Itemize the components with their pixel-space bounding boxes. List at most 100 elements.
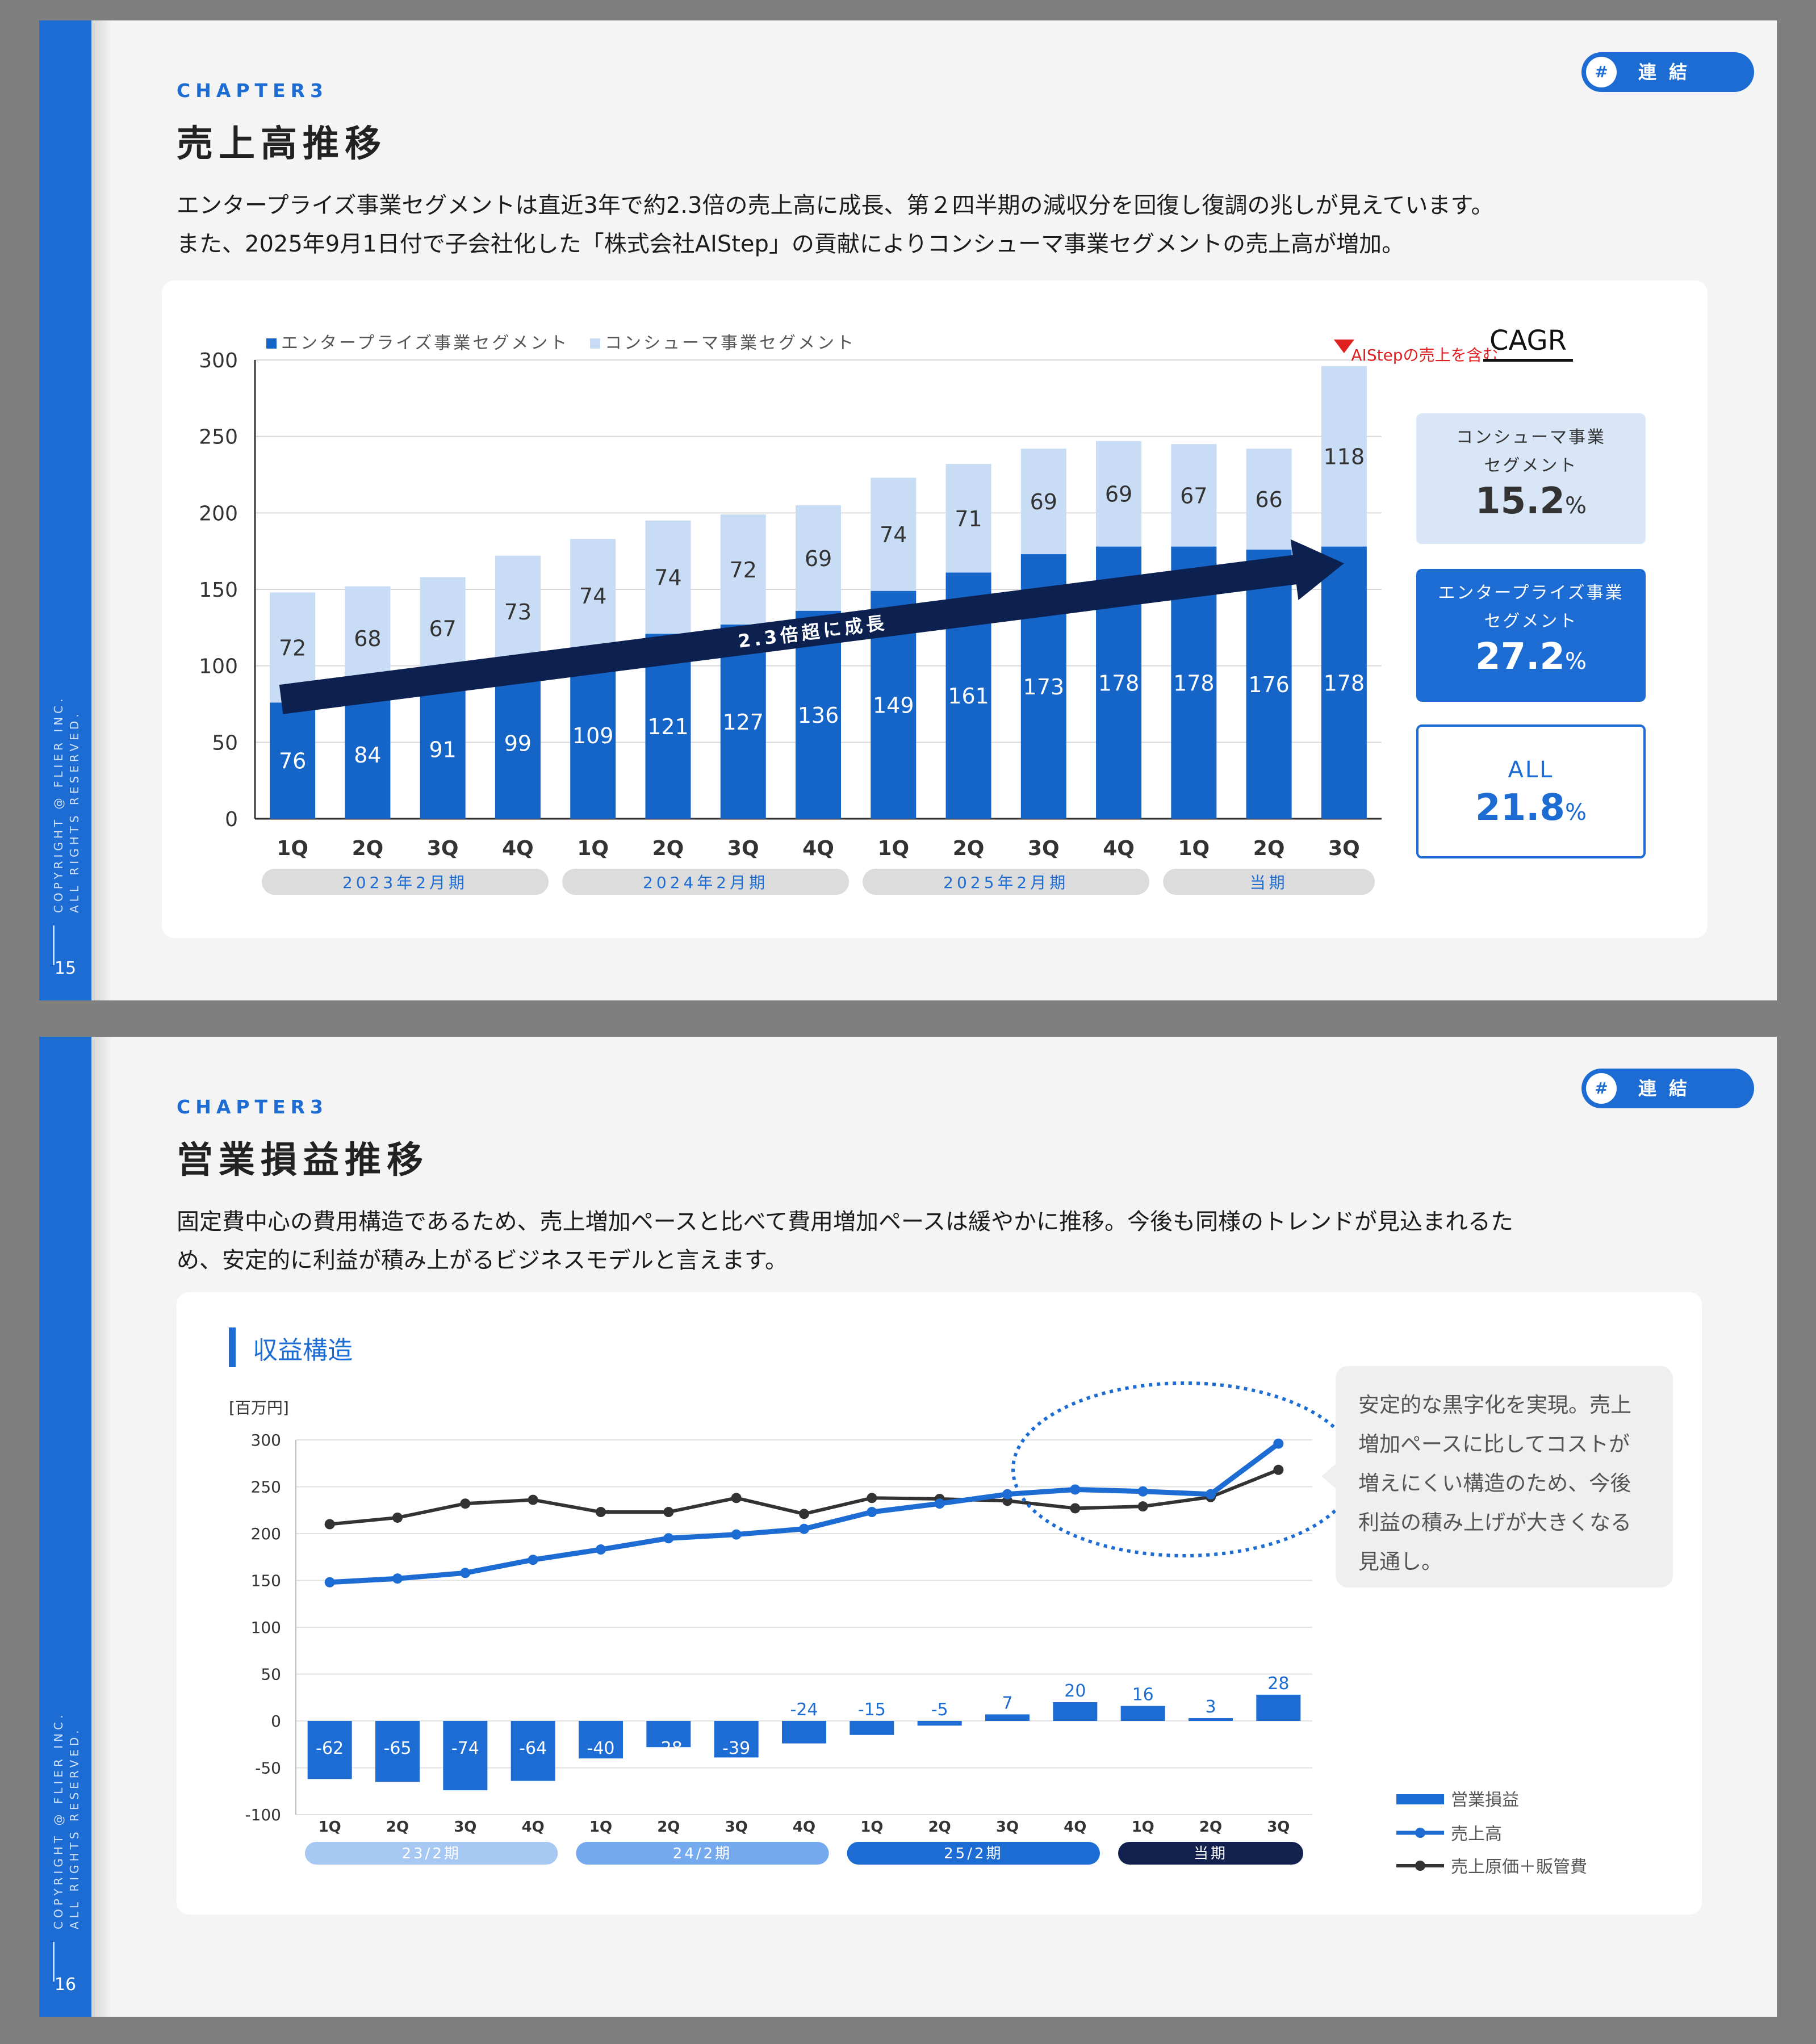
sales-point [1273, 1438, 1284, 1449]
y-tick-label: 100 [251, 1618, 281, 1637]
period-group-label: 2025年2月期 [943, 873, 1069, 892]
consolidated-badge: # 連結 [1581, 52, 1754, 92]
side-rule [53, 1942, 55, 1982]
consumer-value-label: 69 [805, 546, 832, 571]
description-line: また、2025年9月1日付で子会社化した「株式会社AIStep」の貢献によりコン… [177, 231, 1405, 257]
consumer-value-label: 73 [504, 600, 532, 625]
consumer-value-label: 67 [429, 617, 456, 642]
consumer-bar [1020, 449, 1066, 555]
y-tick-label: 50 [212, 731, 238, 755]
operating-profit-label: 7 [1002, 1693, 1012, 1713]
enterprise-value-label: 161 [948, 684, 989, 709]
cost-point [460, 1498, 471, 1509]
operating-profit-bar [850, 1721, 894, 1735]
y-tick-label: 300 [199, 349, 238, 372]
operating-profit-bar [307, 1721, 352, 1779]
page-title: 営業損益推移 [177, 1140, 429, 1182]
y-tick-label: 150 [199, 579, 238, 602]
consumer-bar [796, 505, 841, 611]
commentary-line: 利益の積み上げが大きくなる [1358, 1510, 1631, 1535]
side-bar [39, 20, 91, 1000]
sales-point [1137, 1486, 1148, 1497]
aistep-note: AIStepの売上を含む [1351, 346, 1499, 365]
enterprise-value-label: 109 [572, 723, 614, 748]
consumer-value-label: 74 [654, 565, 681, 590]
x-tick-label: 4Q [1103, 837, 1135, 860]
percent-sign: % [1564, 799, 1587, 826]
percent-sign: % [1564, 493, 1587, 519]
hash-icon: # [1586, 1073, 1617, 1104]
sales-point [596, 1544, 606, 1555]
legend-label: コンシューマ事業セグメント [605, 333, 856, 353]
consumer-value-label: 72 [279, 635, 306, 660]
commentary-line: 増加ペースに比してコストが [1358, 1432, 1630, 1456]
cagr-consumer-label: コンシューマ事業 [1456, 428, 1606, 447]
enterprise-bar [1321, 546, 1367, 819]
enterprise-bar [270, 702, 316, 819]
operating-profit-bar [579, 1721, 623, 1758]
operating-profit-bar [1256, 1694, 1301, 1721]
consumer-bar [1171, 444, 1217, 547]
x-tick-label: 2Q [657, 1819, 680, 1836]
consumer-value-label: 118 [1324, 445, 1365, 470]
cagr-enterprise-box: エンタープライズ事業 セグメント 27.2% [1416, 569, 1646, 702]
enterprise-bar [1246, 549, 1292, 819]
period-group-pill [562, 869, 850, 895]
cost-point [1137, 1501, 1148, 1512]
consumer-bar [945, 464, 991, 573]
operating-profit-label: -64 [519, 1739, 547, 1758]
x-tick-label: 1Q [1132, 1819, 1154, 1836]
legend-swatch [590, 338, 600, 349]
enterprise-value-label: 99 [504, 731, 532, 756]
x-tick-label: 1Q [877, 837, 909, 860]
x-tick-label: 1Q [589, 1819, 612, 1836]
page-title: 売上高推移 [177, 123, 387, 165]
enterprise-value-label: 84 [354, 743, 381, 768]
x-tick-label: 1Q [577, 837, 609, 860]
operating-profit-bar [443, 1721, 488, 1791]
x-tick-label: 2Q [928, 1819, 951, 1836]
y-tick-label: -100 [245, 1806, 281, 1824]
consumer-value-label: 67 [1180, 483, 1207, 508]
x-tick-label: 2Q [352, 837, 384, 860]
description-line: め、安定的に利益が積み上がるビジネスモデルと言えます。 [177, 1247, 788, 1274]
period-group-label: 2023年2月期 [342, 873, 468, 892]
period-group-label: 当期 [1194, 1845, 1228, 1862]
enterprise-value-label: 76 [279, 749, 306, 774]
cagr-all-box: ALL 21.8% [1416, 724, 1646, 858]
cost-point [663, 1507, 674, 1518]
sales-point [528, 1555, 538, 1565]
y-tick-label: 0 [225, 808, 238, 831]
sales-point [460, 1568, 471, 1578]
side-shadow [91, 1037, 112, 2017]
description: エンタープライズ事業セグメントは直近3年で約2.3倍の売上高に成長、第２四半期の… [177, 186, 1493, 263]
enterprise-value-label: 178 [1173, 671, 1215, 696]
sales-point [731, 1529, 742, 1540]
x-tick-label: 2Q [1199, 1819, 1222, 1836]
enterprise-value-label: 173 [1023, 675, 1065, 700]
x-tick-label: 1Q [1178, 837, 1210, 860]
consumer-bar [1321, 366, 1367, 547]
x-tick-label: 3Q [1267, 1819, 1290, 1836]
x-tick-label: 3Q [427, 837, 459, 860]
operating-profit-bar [985, 1714, 1030, 1721]
operating-profit-bar [917, 1721, 962, 1726]
cagr-enterprise-label: セグメント [1484, 611, 1578, 631]
page-number: 16 [54, 1975, 77, 1995]
operating-profit-label: -15 [858, 1700, 886, 1720]
enterprise-value-label: 91 [429, 737, 456, 762]
period-group-pill [576, 1842, 829, 1865]
cagr-all-value: 21.8 [1475, 787, 1565, 829]
cagr-enterprise-label: エンタープライズ事業 [1438, 583, 1624, 603]
period-group-label: 23/2期 [401, 1845, 461, 1862]
commentary-line: 増えにくい構造のため、今後 [1358, 1471, 1631, 1496]
consumer-bar [495, 555, 541, 668]
note-marker-icon [1333, 340, 1354, 353]
sales-point [663, 1533, 674, 1544]
y-tick-label: 200 [199, 502, 238, 525]
x-tick-label: 3Q [1028, 837, 1060, 860]
enterprise-bar [420, 679, 466, 819]
legend-label: エンタープライズ事業セグメント [281, 333, 569, 353]
operating-profit-bar [1120, 1706, 1165, 1721]
commentary-line: 見通し。 [1358, 1549, 1442, 1574]
